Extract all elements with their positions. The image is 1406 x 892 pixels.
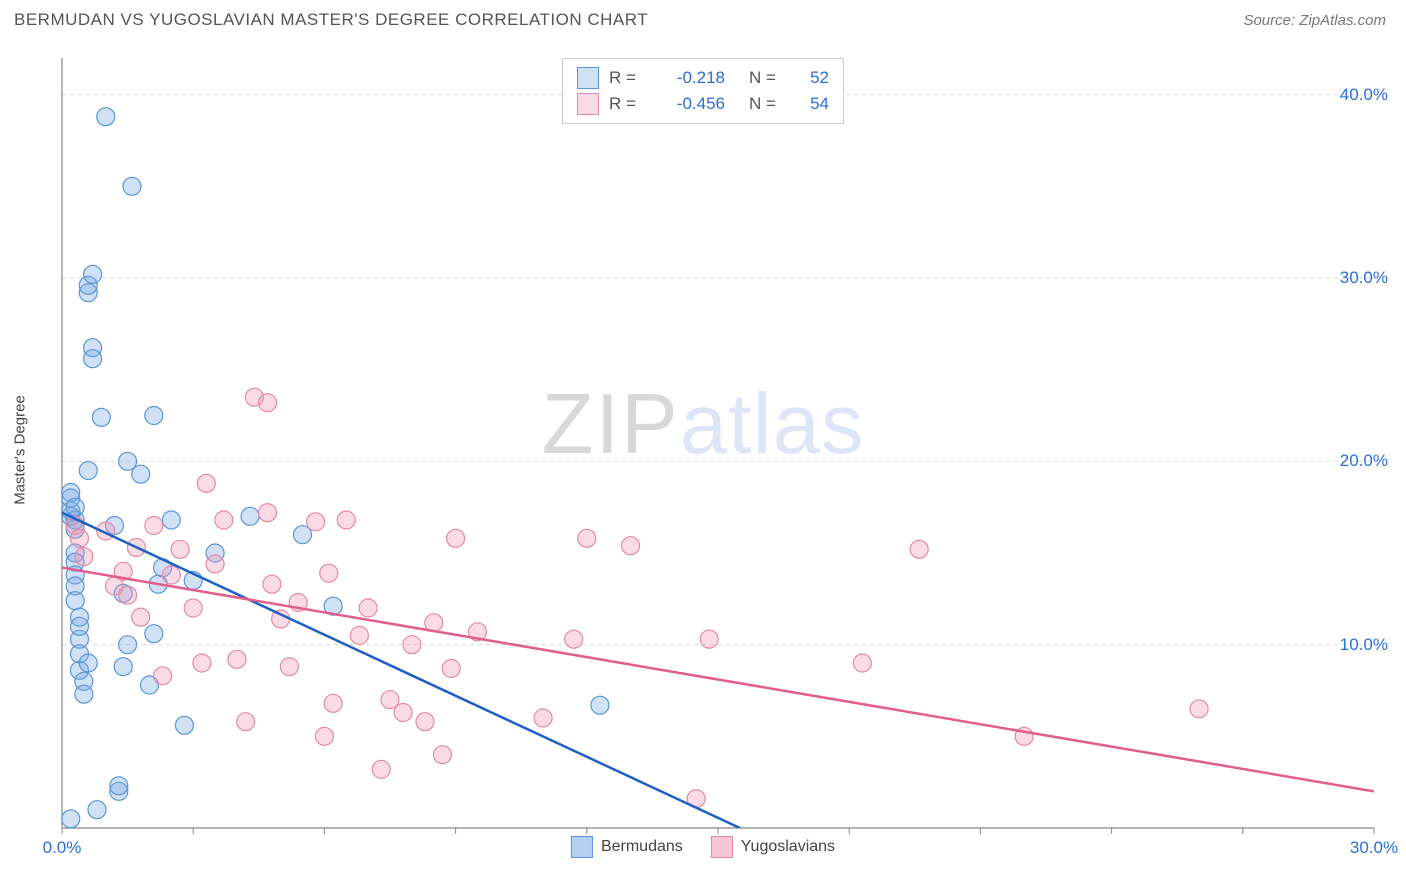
legend-label: Yugoslavians <box>741 838 835 856</box>
n-value: 52 <box>795 68 829 88</box>
y-tick-label: 20.0% <box>1340 451 1388 471</box>
scatter-plot <box>14 40 1392 860</box>
correlation-legend: R = -0.218 N = 52 R = -0.456 N = 54 <box>562 58 844 124</box>
header: BERMUDAN VS YUGOSLAVIAN MASTER'S DEGREE … <box>0 0 1406 38</box>
legend-swatch <box>571 836 593 858</box>
y-tick-label: 10.0% <box>1340 635 1388 655</box>
y-axis-label: Master's Degree <box>12 395 29 505</box>
legend-label: Bermudans <box>601 838 683 856</box>
n-label: N = <box>749 94 785 114</box>
legend-swatch <box>711 836 733 858</box>
y-tick-label: 30.0% <box>1340 268 1388 288</box>
r-label: R = <box>609 94 645 114</box>
r-value: -0.456 <box>655 94 725 114</box>
legend-swatch <box>577 93 599 115</box>
y-tick-label: 40.0% <box>1340 85 1388 105</box>
chart-area: Master's Degree ZIPatlas R =-0.218N =52R… <box>14 40 1392 860</box>
legend-row: R = -0.218 N = 52 <box>577 65 829 91</box>
n-value: 54 <box>795 94 829 114</box>
source-label: Source: ZipAtlas.com <box>1243 12 1386 29</box>
legend-row: R = -0.456 N = 54 <box>577 91 829 117</box>
chart-title: BERMUDAN VS YUGOSLAVIAN MASTER'S DEGREE … <box>14 10 648 30</box>
n-label: N = <box>749 68 785 88</box>
r-value: -0.218 <box>655 68 725 88</box>
legend-swatch <box>577 67 599 89</box>
legend-item: Yugoslavians <box>711 836 835 858</box>
series-legend: Bermudans Yugoslavians <box>571 836 835 858</box>
x-tick-label: 30.0% <box>1350 838 1398 858</box>
r-label: R = <box>609 68 645 88</box>
legend-item: Bermudans <box>571 836 683 858</box>
x-tick-label: 0.0% <box>43 838 82 858</box>
